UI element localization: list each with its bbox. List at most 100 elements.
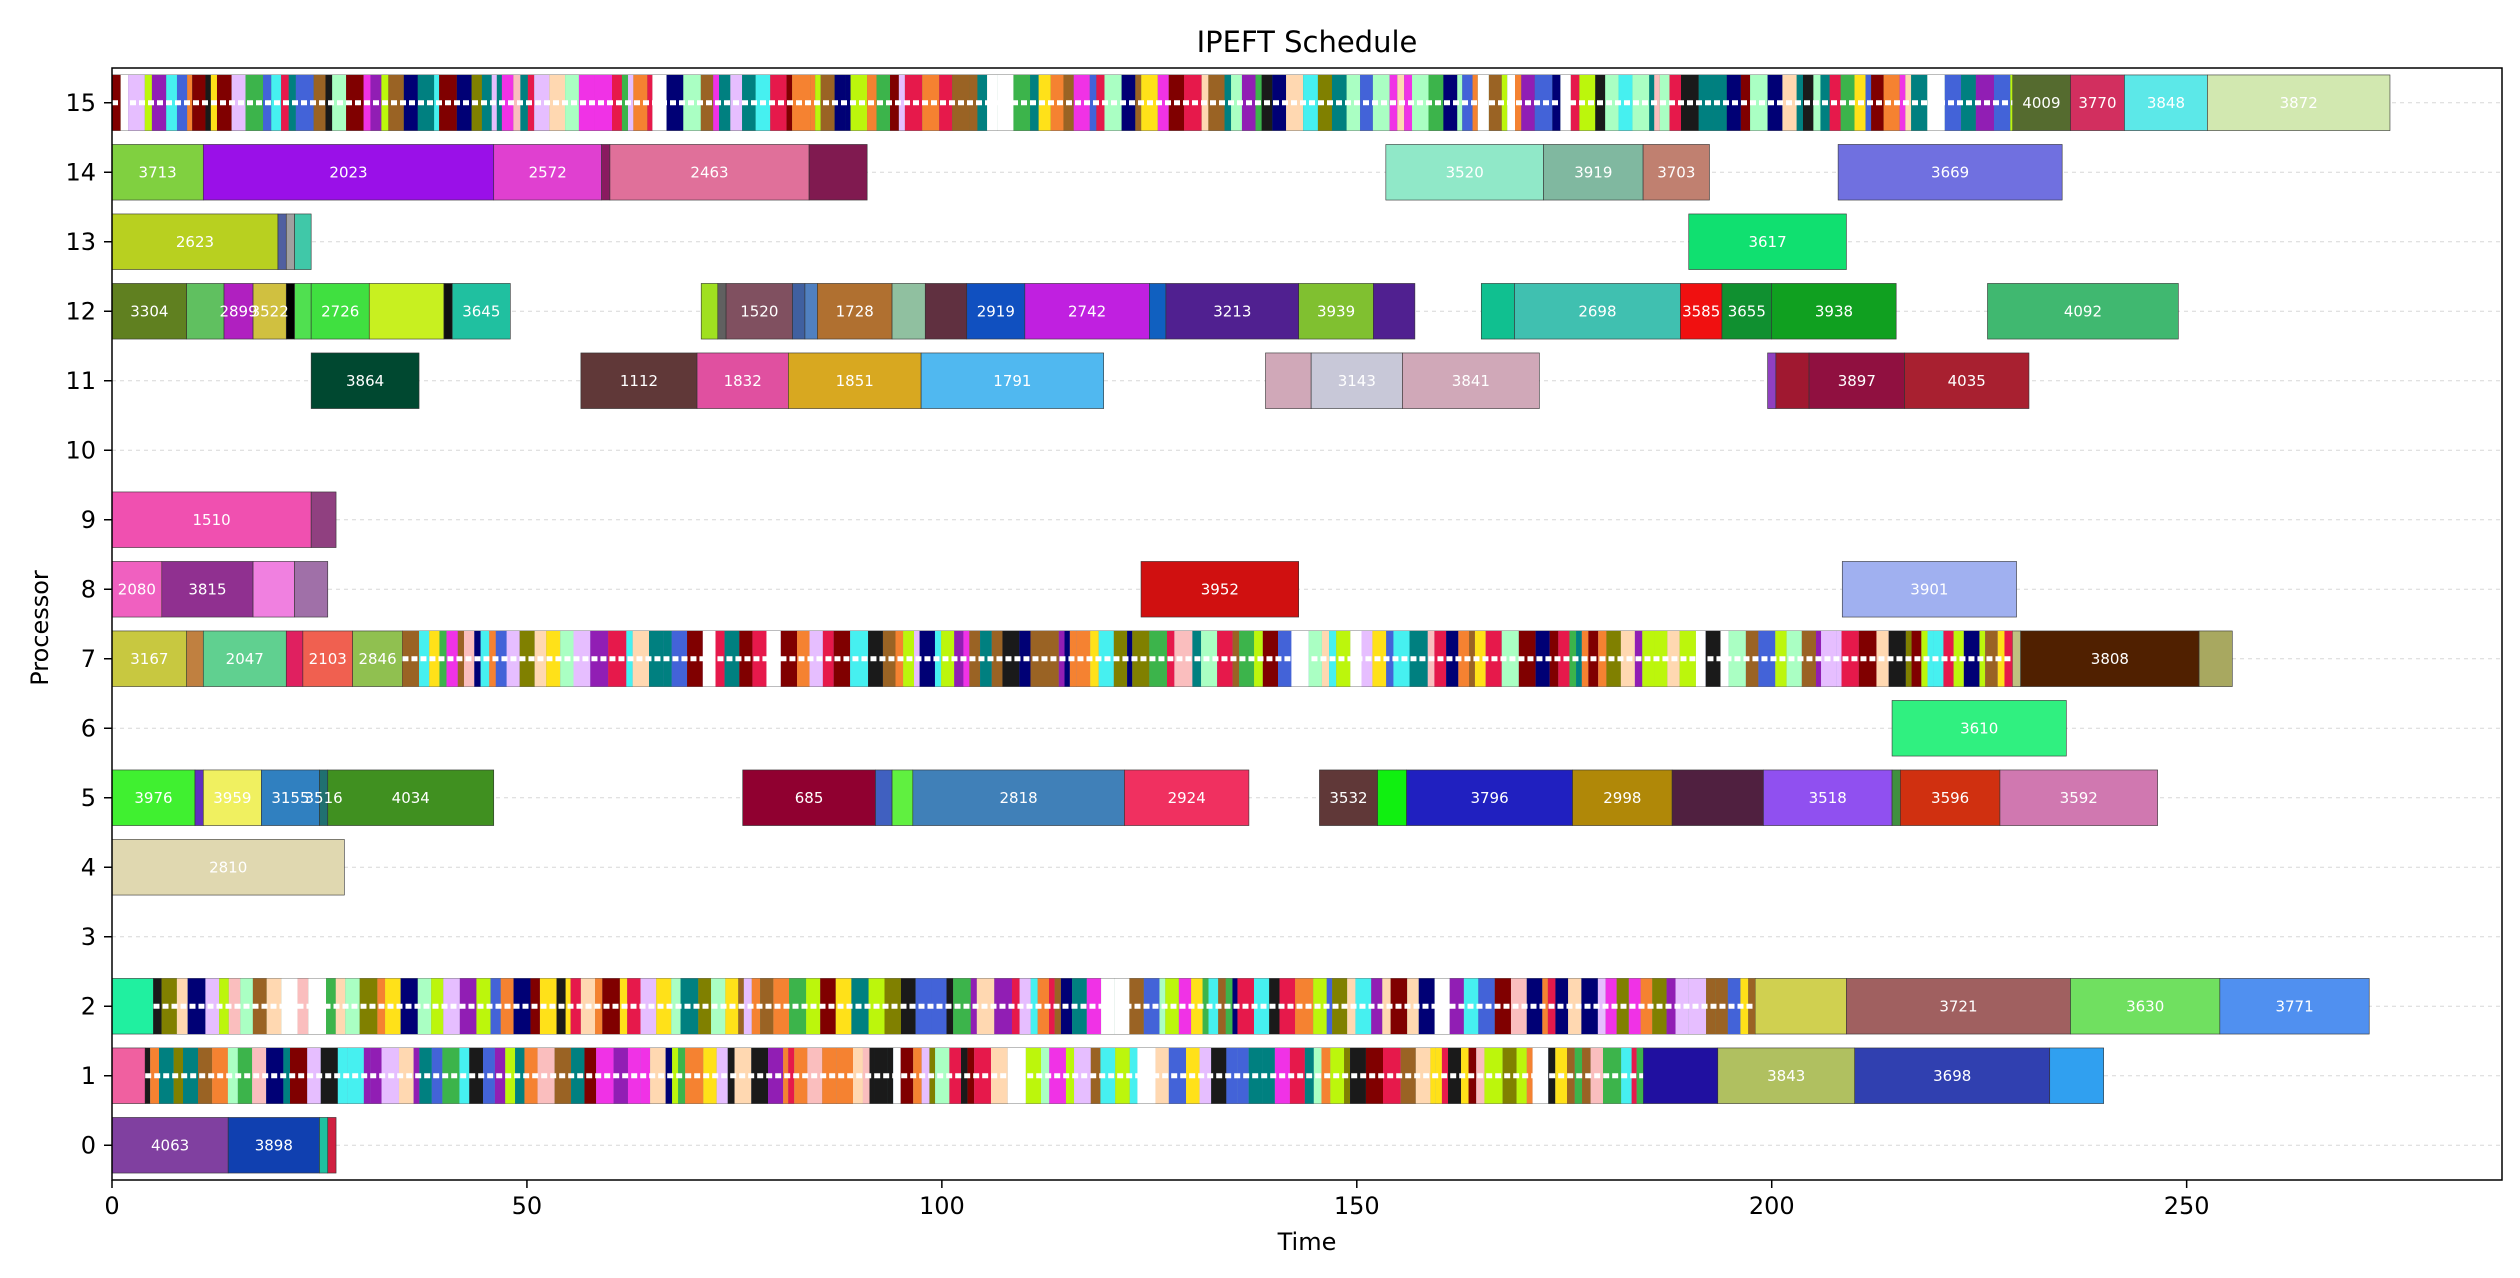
task-bar [875,769,893,826]
task-bar [1449,978,1464,1035]
x-axis: 0 50 100 150 200 250 [104,1180,2210,1220]
task-bar [1841,630,1859,687]
task-bar [1927,74,1945,131]
chart-title: IPEFT Schedule [1197,25,1418,59]
task-label: 3901 [1910,580,1948,598]
task-label: 2742 [1068,302,1106,320]
task-bar [202,144,495,201]
task-label: 2698 [1578,302,1616,320]
task-bar [1295,978,1314,1035]
task-bar [609,144,810,201]
task-bar [788,352,922,409]
task-bar [1846,978,2071,1035]
task-bar [402,630,420,687]
task-bar [205,74,211,131]
task-bar [186,630,204,687]
task-label: 3630 [2126,997,2164,1015]
task-bar [294,283,312,340]
task-label: 2463 [690,163,728,181]
task-bar [742,769,876,826]
x-tick-label: 50 [512,1192,543,1220]
task-bar [580,352,698,409]
task-bar [810,74,816,131]
task-bar [546,630,561,687]
task-bar [1754,978,1847,1035]
task-label: 3596 [1931,789,1969,807]
task-bar [1484,1047,1503,1104]
task-bar [573,630,591,687]
task-label: 2047 [226,650,264,668]
task-bar [1030,630,1049,687]
task-bar [1510,978,1527,1035]
task-bar [1191,978,1203,1035]
task-bar [742,74,756,131]
task-bar [1642,144,1710,201]
task-label: 3864 [346,372,384,390]
task-bar [1771,283,1897,340]
task-bar [501,74,514,131]
task-bar [1065,1047,1075,1104]
task-label: 3522 [251,302,289,320]
task-bar [513,978,531,1035]
task-bar [368,283,445,340]
task-bar [520,74,528,131]
task-bar [370,1047,382,1104]
y-tick-label: 5 [81,784,96,812]
task-label: 3796 [1470,789,1508,807]
task-bar [1572,769,1673,826]
y-tick-label: 2 [81,992,96,1020]
task-bar [202,630,287,687]
task-bar [1640,978,1653,1035]
task-bar [1202,978,1209,1035]
task-bar [1406,769,1573,826]
task-bar [252,978,267,1035]
task-bar [327,769,495,826]
task-label: 2846 [358,650,396,668]
task-bar [442,1047,460,1104]
task-label: 3952 [1201,580,1239,598]
task-bar [363,1047,371,1104]
task-bar [1090,630,1099,687]
task-bar [1385,144,1544,201]
task-bar [578,74,595,131]
task-label: 2998 [1603,789,1641,807]
task-bar [1011,978,1020,1035]
y-tick-label: 1 [81,1062,96,1090]
x-tick-label: 250 [2164,1192,2210,1220]
task-label: 3872 [2280,94,2318,112]
task-bar [949,1047,961,1104]
task-bar [1526,1047,1533,1104]
task-bar [1157,74,1169,131]
task-bar [773,978,790,1035]
task-bar [920,352,1104,409]
task-bar [835,978,852,1035]
task-bar [1208,978,1219,1035]
task-bar [966,283,1026,340]
task-label: 3155 [271,789,309,807]
task-label: 4092 [2064,302,2102,320]
task-bar [912,769,1125,826]
task-bar [1474,630,1486,687]
task-bar [1291,630,1309,687]
task-bar [869,1047,875,1104]
task-bar [277,213,287,270]
task-bar [570,978,581,1035]
y-tick-label: 13 [65,228,96,256]
task-label: 3841 [1452,372,1490,390]
task-bar [187,978,206,1035]
task-bar [111,561,163,618]
task-label: 2080 [118,580,156,598]
task-label: 3976 [134,789,172,807]
task-bar [252,283,287,340]
task-bar [307,1047,321,1104]
task-bar [1124,769,1250,826]
task-bar [711,978,726,1035]
task-bar [111,1047,146,1104]
task-bar [2049,1047,2104,1104]
y-tick-label: 3 [81,923,96,951]
task-bar [1535,630,1550,687]
task-bar [128,74,145,131]
task-label: 3516 [305,789,343,807]
task-bar [245,74,264,131]
task-bar [111,1117,229,1174]
